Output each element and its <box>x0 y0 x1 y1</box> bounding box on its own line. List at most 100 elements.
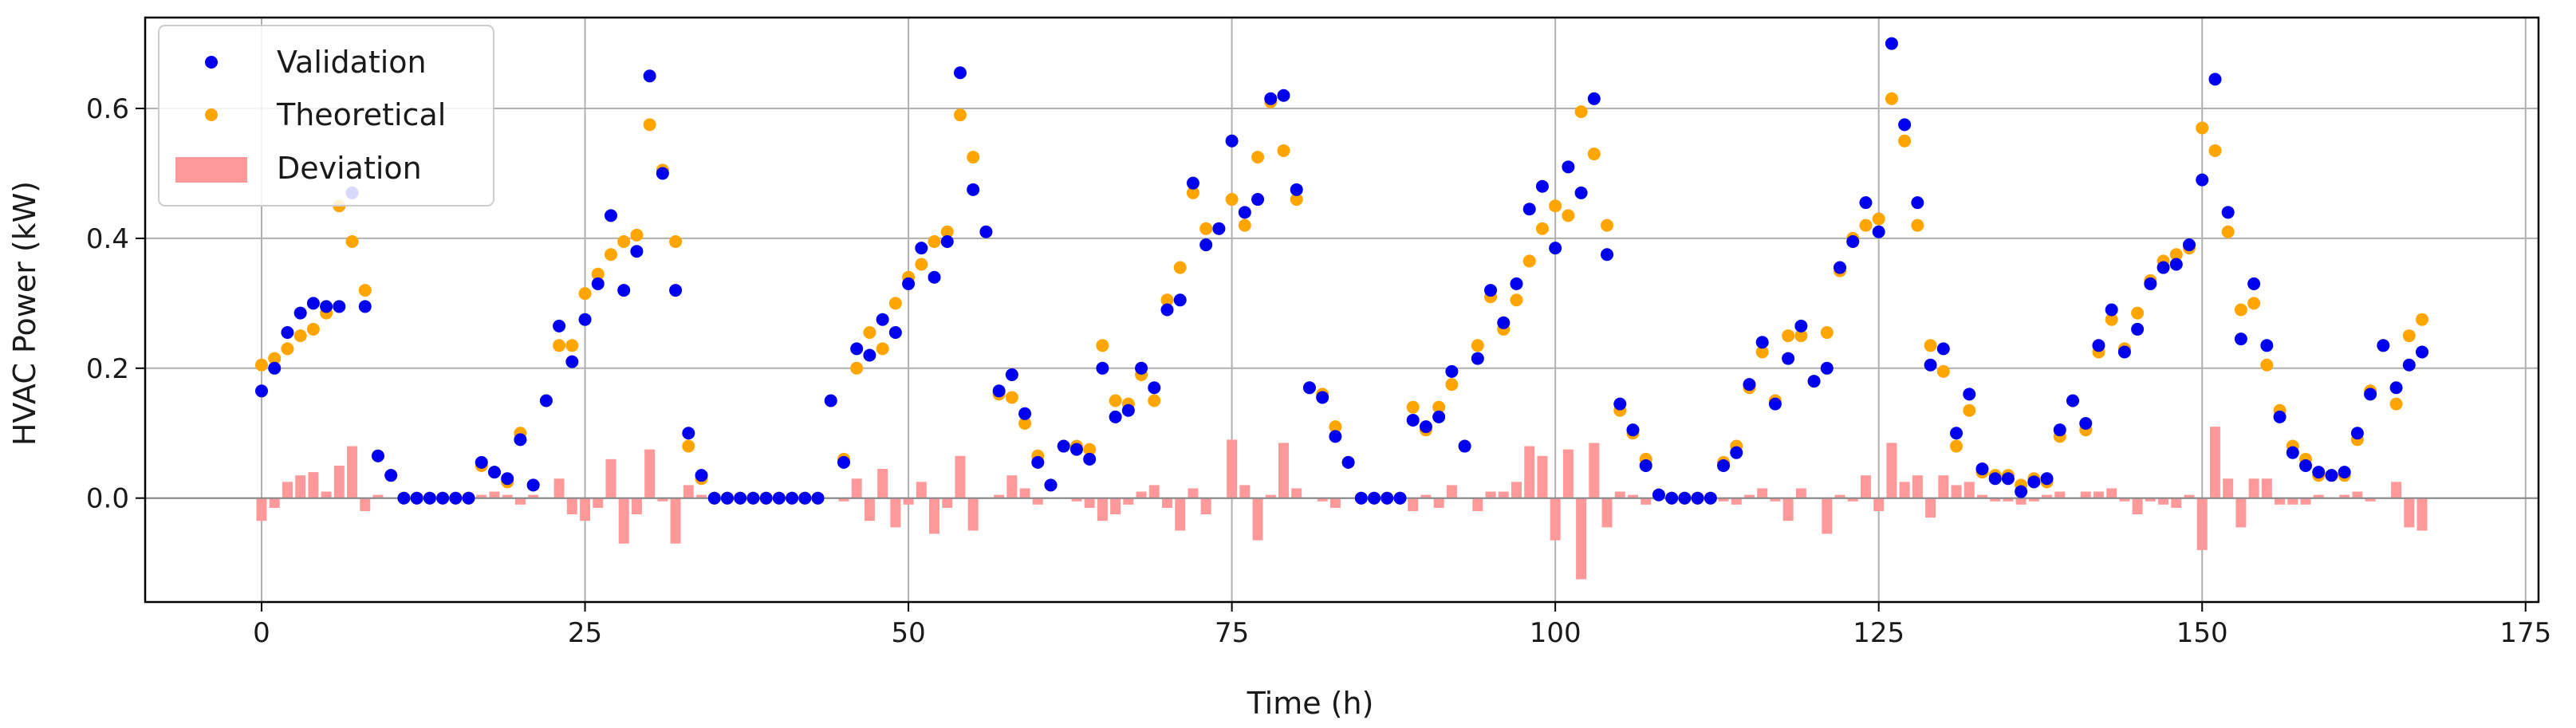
validation-point <box>1859 196 1873 210</box>
validation-point <box>1341 455 1355 469</box>
deviation-bar <box>502 494 513 498</box>
theoretical-point <box>1911 218 1924 232</box>
deviation-bar <box>2015 498 2027 505</box>
x-tick-label: 25 <box>568 617 602 649</box>
deviation-bar <box>2145 498 2156 502</box>
validation-point <box>2105 303 2118 317</box>
y-tick-label: 0.0 <box>86 483 129 515</box>
deviation-bar <box>1317 498 1328 502</box>
deviation-bar <box>1420 494 1432 498</box>
theoretical-point <box>1601 218 1614 232</box>
theoretical-point <box>345 234 359 248</box>
theoretical-point <box>1898 134 1912 148</box>
validation-point <box>2247 277 2261 290</box>
validation-point <box>1160 303 1174 317</box>
validation-point <box>268 361 282 375</box>
theoretical-point <box>358 284 372 297</box>
legend-theoretical-marker <box>205 108 218 121</box>
validation-point <box>630 245 644 258</box>
deviation-bar <box>1227 439 1238 498</box>
theoretical-point <box>1238 218 1251 232</box>
theoretical-point <box>850 361 864 375</box>
theoretical-point <box>1950 439 1964 453</box>
validation-point <box>1652 488 1665 502</box>
validation-point <box>1329 430 1342 443</box>
deviation-bar <box>2300 498 2311 505</box>
theoretical-point <box>1885 92 1898 105</box>
validation-point <box>1225 134 1239 148</box>
theoretical-point <box>1083 443 1097 456</box>
deviation-bar <box>2261 478 2272 498</box>
theoretical-point <box>1005 391 1018 404</box>
theoretical-point <box>1872 212 1885 226</box>
validation-point <box>1743 378 1756 392</box>
x-tick-label: 100 <box>1530 617 1581 649</box>
deviation-bar <box>360 498 371 511</box>
validation-point <box>888 326 902 340</box>
validation-point <box>1924 358 1937 372</box>
validation-point <box>1794 319 1808 333</box>
legend-validation-marker <box>205 56 218 69</box>
validation-point <box>1069 443 1083 456</box>
validation-point <box>384 469 398 482</box>
theoretical-point <box>1432 400 1446 414</box>
validation-point <box>2286 446 2299 459</box>
validation-point <box>2040 472 2054 486</box>
validation-point <box>1186 176 1199 190</box>
deviation-bar <box>1019 488 1030 498</box>
validation-point <box>1393 491 1407 505</box>
validation-point <box>1549 242 1562 255</box>
validation-point <box>992 384 1006 398</box>
validation-point <box>1109 410 1122 423</box>
theoretical-point <box>630 228 644 242</box>
theoretical-point <box>553 339 566 352</box>
theoretical-point <box>1160 293 1174 307</box>
validation-point <box>1458 439 1471 453</box>
deviation-bar <box>1899 482 1910 498</box>
validation-point <box>1730 446 1743 459</box>
deviation-bar <box>967 498 979 531</box>
x-axis-ticks: 0 25 50 75 100 125 150 175 <box>253 602 2551 649</box>
deviation-bar <box>916 482 927 498</box>
legend-validation-label: Validation <box>277 45 427 80</box>
y-tick-label: 0.4 <box>86 223 129 255</box>
deviation-bar <box>2275 498 2286 505</box>
theoretical-point <box>682 439 695 453</box>
theoretical-point <box>915 258 928 271</box>
deviation-bar <box>2132 498 2143 515</box>
deviation-bar <box>1485 491 1496 498</box>
theoretical-point <box>1018 417 1032 431</box>
validation-point <box>2234 333 2247 346</box>
deviation-bar <box>1498 491 1509 498</box>
validation-point <box>1290 183 1303 196</box>
validation-point <box>604 209 617 222</box>
validation-point <box>2273 410 2286 423</box>
theoretical-point <box>1794 329 1808 343</box>
deviation-bar <box>955 455 966 498</box>
validation-point <box>1768 397 1782 411</box>
validation-point <box>449 491 463 505</box>
theoretical-point <box>2260 358 2274 372</box>
validation-point <box>1419 420 1432 434</box>
deviation-bar <box>2223 478 2234 498</box>
deviation-bar <box>1162 498 1172 508</box>
theoretical-point <box>967 151 980 164</box>
theoretical-point <box>1924 339 1937 352</box>
validation-point <box>2196 173 2209 187</box>
deviation-bar <box>2248 478 2259 498</box>
deviation-bar <box>580 498 591 521</box>
validation-point <box>656 167 669 180</box>
theoretical-point <box>293 329 307 343</box>
validation-point <box>2299 458 2313 472</box>
validation-point <box>1031 455 1045 469</box>
validation-point <box>2312 466 2326 479</box>
theoretical-point <box>1186 186 1199 199</box>
validation-point <box>1691 491 1704 505</box>
deviation-bar <box>2365 498 2376 502</box>
validation-point <box>1121 403 1135 417</box>
deviation-bar <box>1976 494 1987 498</box>
deviation-bar <box>2093 491 2104 498</box>
theoretical-point <box>1963 403 1976 417</box>
validation-point <box>2027 475 2041 489</box>
